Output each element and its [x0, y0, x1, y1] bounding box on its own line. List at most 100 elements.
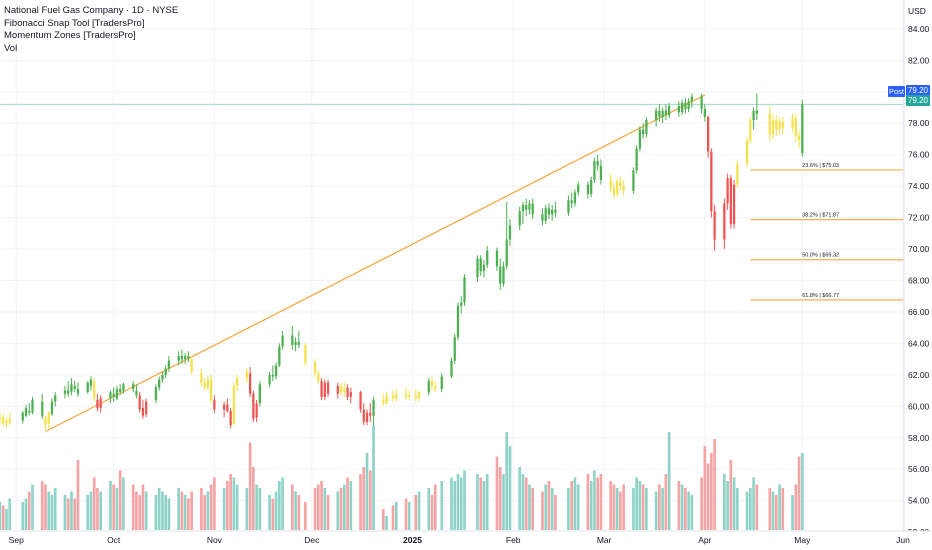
candle-body	[797, 135, 801, 141]
candle-body	[430, 381, 434, 386]
candle-body	[206, 379, 210, 388]
candle-body	[596, 160, 599, 166]
y-tick-label: 64.00	[908, 338, 930, 348]
volume-bar	[24, 498, 28, 530]
volume-bar	[495, 456, 499, 530]
candle-body	[359, 392, 362, 410]
candle-body	[677, 105, 680, 113]
candle-body	[223, 404, 226, 410]
volume-bar	[342, 484, 346, 530]
candle-body	[771, 120, 775, 135]
candle-body	[456, 305, 460, 338]
volume-bar	[190, 491, 193, 530]
post-market-tag: Post	[888, 86, 905, 97]
candle-body	[703, 109, 706, 117]
x-tick-label: Feb	[506, 535, 521, 545]
candle-body	[248, 373, 252, 394]
y-tick-label: 78.00	[908, 118, 930, 128]
x-tick-label: Apr	[698, 535, 711, 545]
volume-bar	[706, 463, 710, 530]
volume-bar	[570, 481, 574, 530]
volume-bar	[365, 453, 369, 530]
y-tick-label: 82.00	[908, 55, 930, 65]
candle-body	[668, 105, 671, 116]
x-tick-label: Mar	[597, 535, 612, 545]
volume-bar	[281, 477, 284, 530]
candle-body	[632, 170, 635, 191]
volume-bar	[21, 502, 25, 530]
candle-body	[44, 417, 47, 426]
candle-body	[518, 211, 521, 226]
candle-body	[460, 302, 463, 306]
candle-body	[622, 186, 625, 191]
volume-bar	[459, 477, 463, 530]
candle-body	[710, 151, 713, 212]
candle-body	[54, 395, 57, 402]
volume-bar	[456, 474, 460, 530]
candle-body	[50, 401, 54, 415]
volume-bar	[544, 484, 548, 530]
candle-body	[476, 258, 479, 278]
candle-body	[154, 387, 158, 401]
candle-body	[414, 395, 417, 399]
volume-bar	[632, 488, 635, 530]
volume-bar	[745, 491, 749, 530]
candle-body	[141, 407, 145, 416]
volume-bar	[528, 484, 531, 530]
volume-bar	[112, 484, 116, 530]
volume-bar	[729, 460, 733, 530]
candle-body	[502, 266, 505, 284]
candle-body	[317, 373, 320, 382]
volume-bar	[245, 488, 249, 530]
volume-bar	[687, 491, 690, 530]
volume-bar	[70, 491, 73, 530]
y-tick-label: 74.00	[908, 181, 930, 191]
volume-bar	[690, 495, 694, 530]
candle-body	[554, 209, 557, 213]
volume-bar	[680, 484, 684, 530]
candle-body	[661, 110, 664, 117]
indicator-momentum[interactable]: Momentum Zones [TradersPro]	[4, 30, 136, 41]
volume-bar	[271, 498, 275, 530]
candle-body	[164, 368, 167, 375]
candle-body	[508, 225, 512, 240]
candle-body	[161, 374, 164, 380]
candle-body	[479, 258, 482, 272]
volume-bar	[96, 488, 99, 530]
candle-body	[132, 384, 135, 390]
volume-bar	[554, 495, 557, 530]
candle-body	[232, 385, 235, 424]
volume-bar	[508, 446, 512, 530]
volume-bar	[252, 467, 255, 530]
candle-body	[278, 346, 281, 366]
volume-bar	[359, 474, 362, 530]
volume-bar	[450, 477, 453, 530]
volume-bar	[213, 477, 216, 530]
candle-body	[427, 381, 430, 393]
candle-body	[609, 179, 612, 188]
indicator-fibonacci[interactable]: Fibonacci Snap Tool [TradersPro]	[4, 17, 145, 29]
volume-bar	[599, 474, 603, 530]
volume-bar	[645, 488, 648, 530]
volume-bar	[430, 495, 434, 530]
candle-body	[210, 379, 213, 401]
indicator-volume[interactable]: Vol	[4, 42, 18, 54]
y-tick-label: 62.00	[908, 370, 930, 380]
fib-level-label: 61.8% | $66.77	[802, 293, 839, 299]
candle-body	[138, 395, 141, 410]
candle-body	[203, 382, 206, 388]
candle-body	[586, 184, 590, 195]
candle-body	[590, 179, 593, 195]
volume-bar	[76, 460, 80, 530]
volume-bar	[726, 481, 729, 530]
candle-body	[794, 118, 797, 136]
volume-bar	[5, 509, 8, 530]
volume-bar	[771, 491, 775, 530]
volume-bar	[485, 474, 489, 530]
candle-body	[495, 250, 499, 267]
candle-body	[567, 200, 570, 213]
candle-body	[190, 359, 193, 372]
volume-bar	[658, 484, 661, 530]
volume-bar	[316, 484, 320, 530]
